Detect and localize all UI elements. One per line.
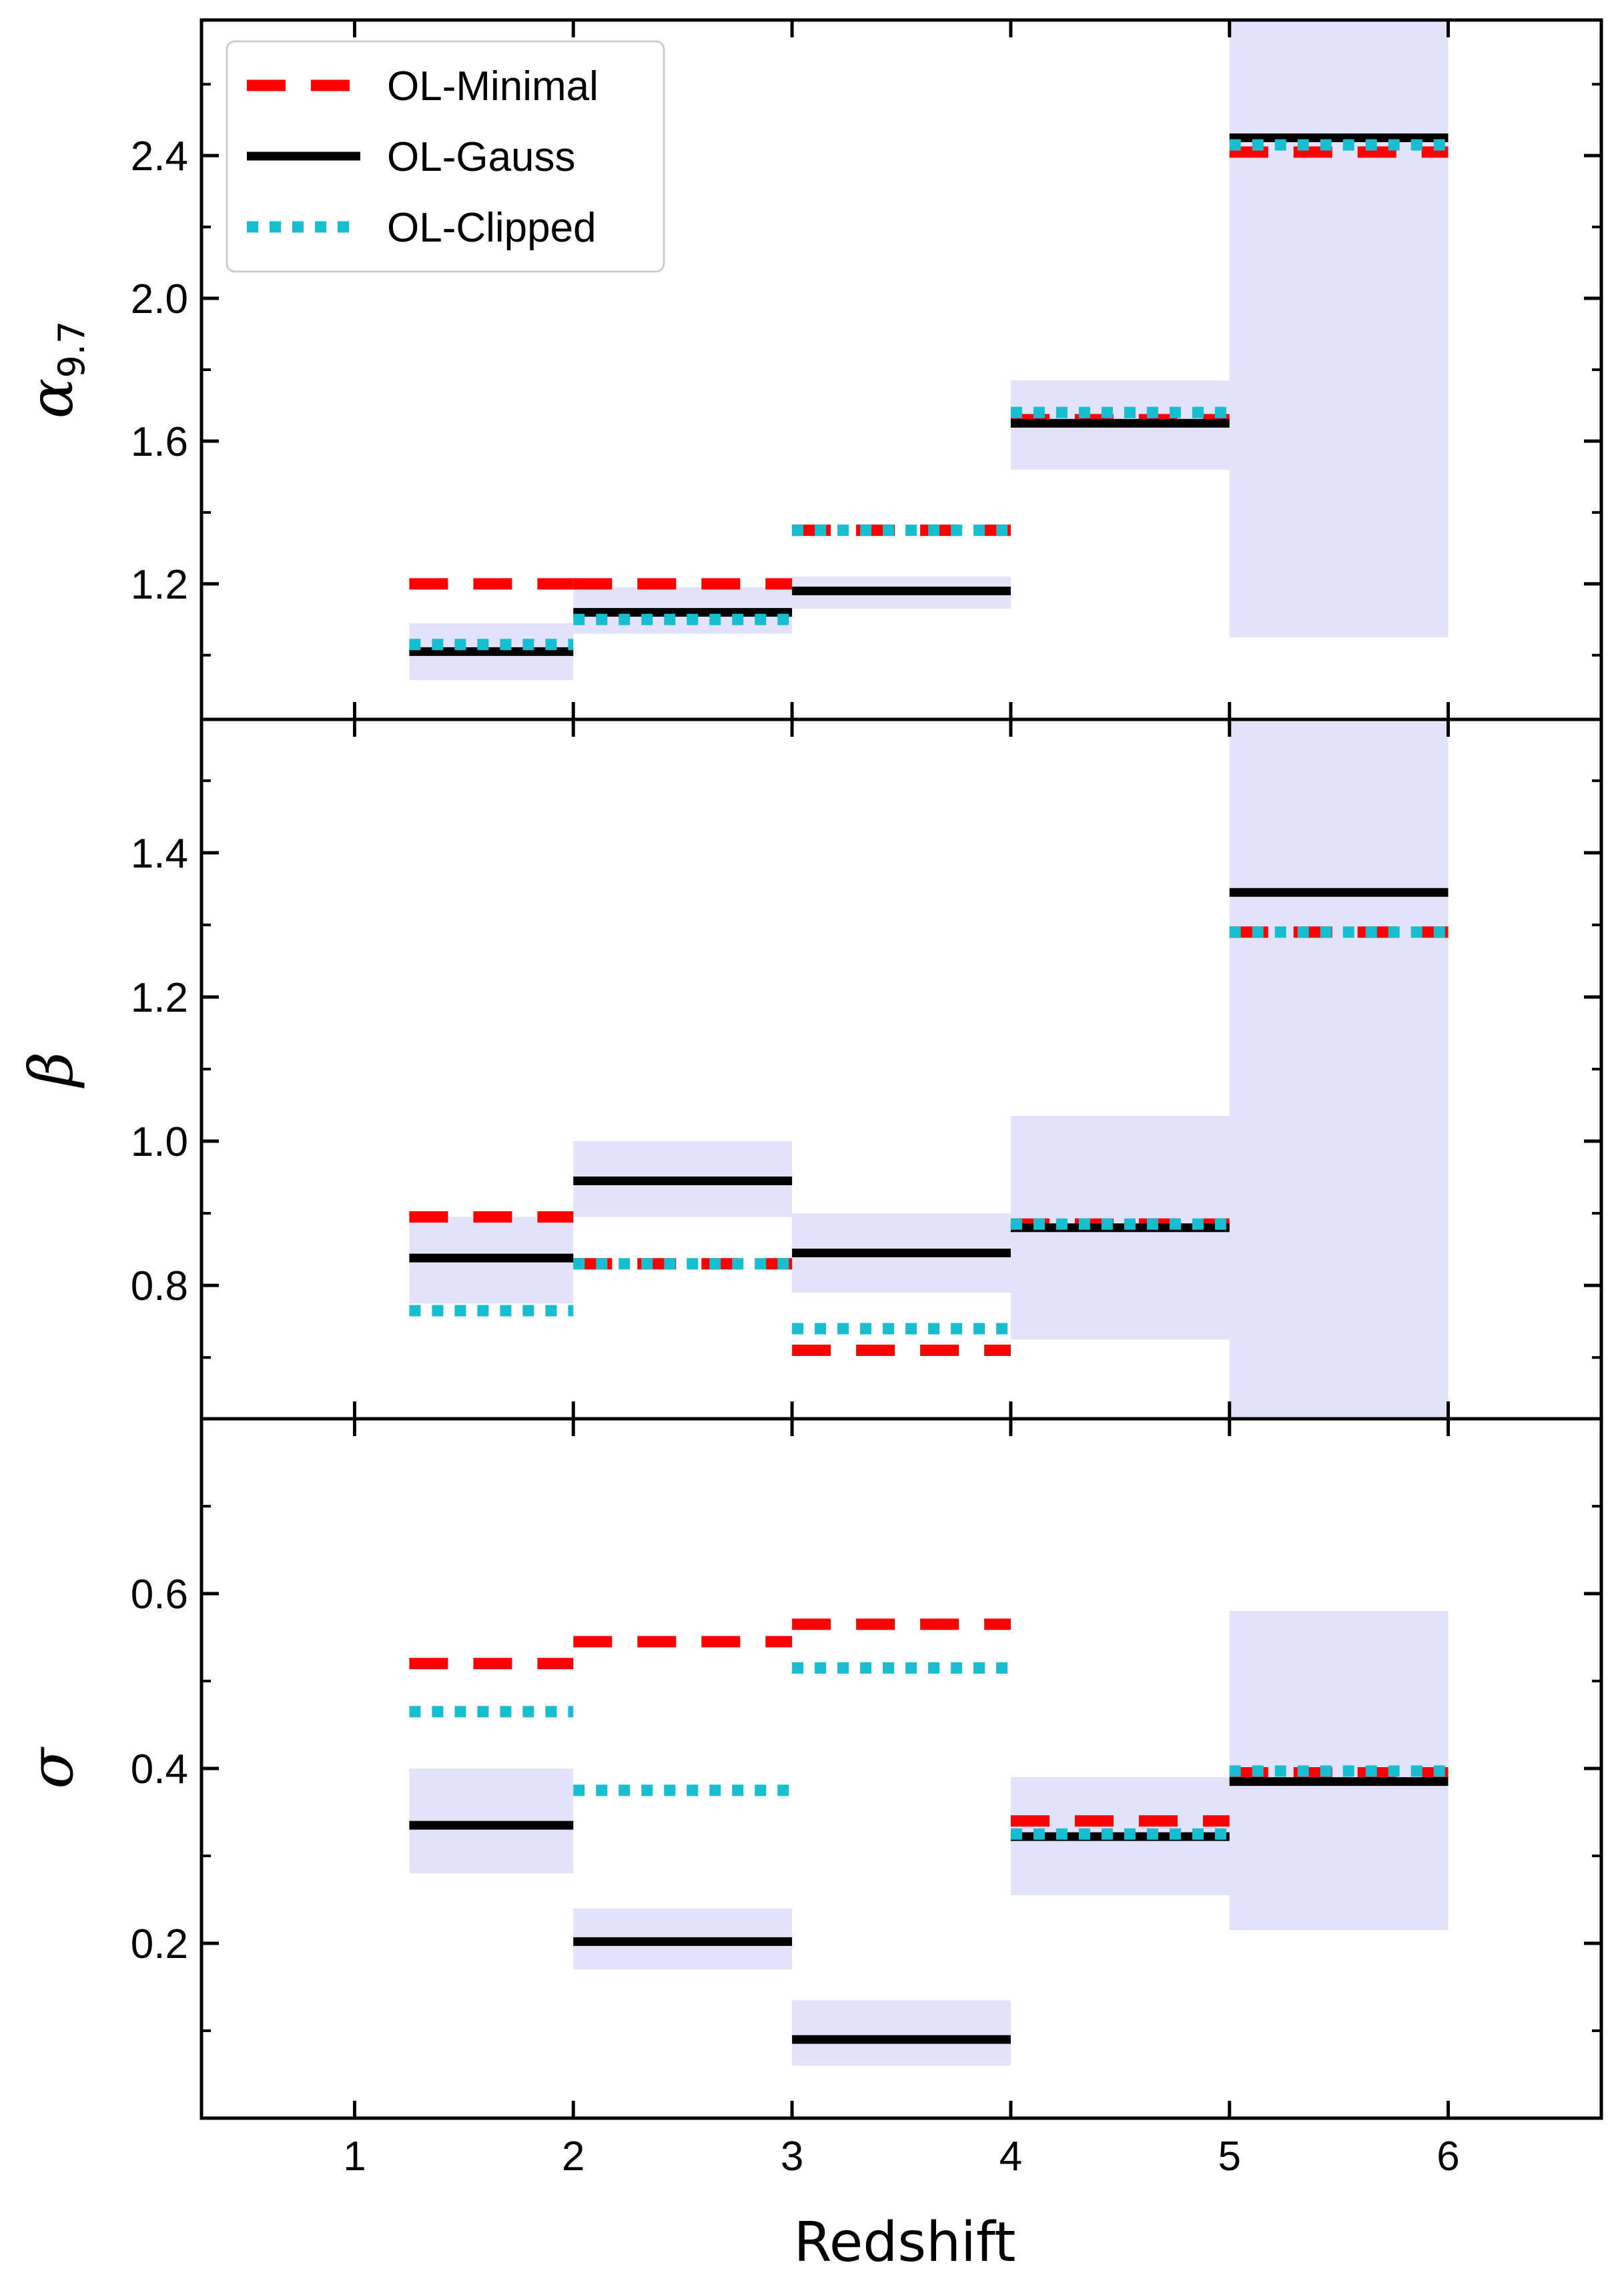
panel-1-plot-area [409, 20, 1449, 681]
y-tick-label: 0.6 [131, 1572, 188, 1618]
y-tick-label: 1.2 [131, 975, 188, 1021]
uncertainty-band [792, 2000, 1011, 2066]
legend: OL-Minimal OL-Gauss OL-Clipped [226, 40, 665, 273]
y-axis-label: σ [17, 1746, 87, 1789]
legend-label-ol-clipped: OL-Clipped [387, 205, 596, 251]
x-tick-label: 2 [562, 2134, 584, 2180]
y-tick-label: 1.6 [131, 419, 188, 465]
y-tick-label: 0.4 [131, 1746, 188, 1792]
x-tick-label: 4 [999, 2134, 1022, 2180]
legend-frame [226, 40, 665, 273]
x-axis-label: Redshift [794, 2211, 1016, 2274]
panel-1: 1.2 1.6 2.0 2.4 α9.7 [17, 18, 1603, 721]
legend-label-ol-gauss: OL-Gauss [387, 134, 576, 180]
y-tick-label: 1.2 [131, 562, 188, 608]
y-tick-label: 1.4 [131, 831, 188, 877]
uncertainty-band [409, 1768, 574, 1874]
panel-2-plot-area [409, 719, 1449, 1419]
y-axis-label: α9.7 [17, 321, 93, 419]
panel-2: 0.8 1.0 1.2 1.4 β [17, 717, 1603, 1421]
x-tick-label: 5 [1218, 2134, 1240, 2180]
uncertainty-band [1229, 719, 1449, 1419]
panel-frame [199, 1417, 1603, 2120]
panel-3-plot-area [409, 1611, 1449, 2066]
y-tick-label: 2.4 [131, 133, 188, 180]
y-axis-label: β [17, 1052, 87, 1088]
panel-3: 0.2 0.4 0.6 σ [17, 1417, 1603, 2120]
panels: 1.2 1.6 2.0 2.4 α9.7 0.8 1.0 1.2 1.4 β 0.2 0.4 0.6 σ 1… [17, 18, 1603, 2180]
x-tick-label: 6 [1437, 2134, 1459, 2180]
y-tick-label: 1.0 [131, 1119, 188, 1165]
uncertainty-band [1229, 20, 1449, 638]
x-tick-label: 3 [781, 2134, 803, 2180]
y-tick-label: 0.8 [131, 1263, 188, 1309]
legend-label-ol-minimal: OL-Minimal [387, 63, 598, 109]
x-tick-label: 1 [343, 2134, 366, 2180]
y-tick-label: 2.0 [131, 276, 188, 322]
y-tick-label: 0.2 [131, 1921, 188, 1967]
